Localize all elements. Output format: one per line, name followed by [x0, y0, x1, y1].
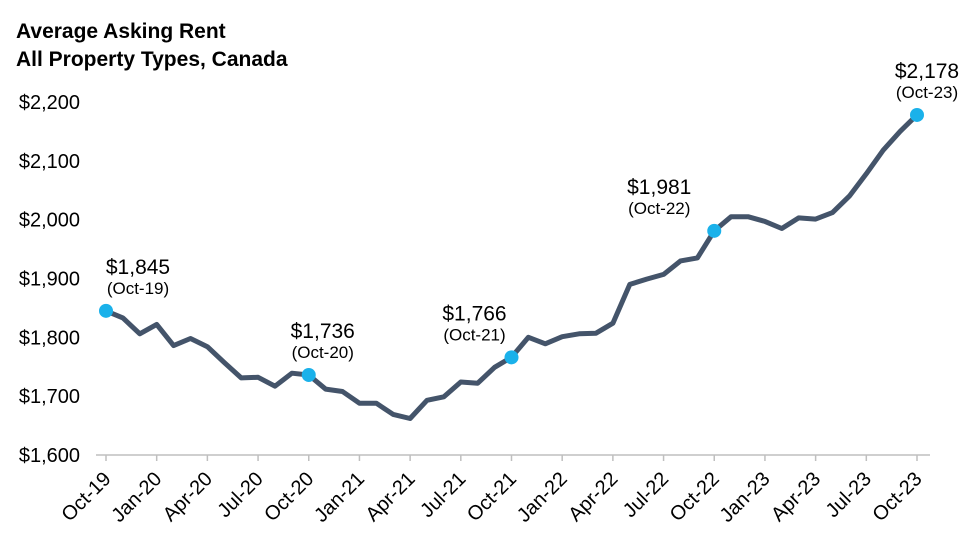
x-tick-label: Oct-19: [58, 468, 116, 526]
data-label-value: $1,845: [106, 256, 170, 279]
x-tick-label: Jan-23: [716, 468, 775, 527]
y-tick-label: $2,100: [19, 151, 80, 173]
x-tick-label: Oct-21: [463, 468, 521, 526]
chart-title: Average Asking Rent: [16, 20, 226, 43]
data-label-date: (Oct-22): [628, 199, 690, 218]
x-tick-label: Apr-22: [564, 468, 622, 526]
data-point-marker: [707, 223, 722, 238]
x-tick-label: Jul-23: [822, 468, 876, 522]
x-tick-label: Jan-22: [513, 468, 572, 527]
x-tick-label: Jan-20: [107, 468, 166, 527]
data-label-date: (Oct-21): [443, 325, 505, 344]
data-point-marker: [504, 350, 519, 365]
y-tick-label: $2,200: [19, 92, 80, 114]
x-tick-label: Apr-21: [362, 468, 420, 526]
x-tick-label: Jul-21: [416, 468, 470, 522]
y-tick-label: $2,000: [19, 210, 80, 232]
data-label-value: $1,736: [291, 320, 355, 343]
x-tick-label: Jan-21: [310, 468, 369, 527]
data-label-date: (Oct-19): [107, 279, 169, 298]
y-tick-label: $1,600: [19, 445, 80, 467]
data-label-value: $2,178: [895, 60, 959, 83]
y-tick-label: $1,900: [19, 269, 80, 291]
x-tick-label: Apr-23: [767, 468, 825, 526]
chart-subtitle: All Property Types, Canada: [16, 48, 288, 71]
data-label-date: (Oct-20): [292, 343, 354, 362]
x-tick-label: Apr-20: [159, 468, 217, 526]
x-tick-label: Jul-20: [214, 468, 268, 522]
rent-line: [103, 112, 920, 421]
x-tick-label: Oct-20: [260, 468, 318, 526]
y-tick-label: $1,700: [19, 386, 80, 408]
x-tick-label: Jul-22: [619, 468, 673, 522]
data-point-marker: [301, 367, 316, 382]
data-label-value: $1,981: [627, 176, 691, 199]
data-point-marker: [910, 107, 924, 122]
data-label-value: $1,766: [442, 302, 506, 325]
x-tick-label: Oct-22: [666, 468, 724, 526]
x-tick-label: Oct-23: [869, 468, 927, 526]
y-tick-label: $1,800: [19, 327, 80, 349]
data-point-marker: [99, 303, 113, 318]
data-label-date: (Oct-23): [896, 83, 958, 102]
